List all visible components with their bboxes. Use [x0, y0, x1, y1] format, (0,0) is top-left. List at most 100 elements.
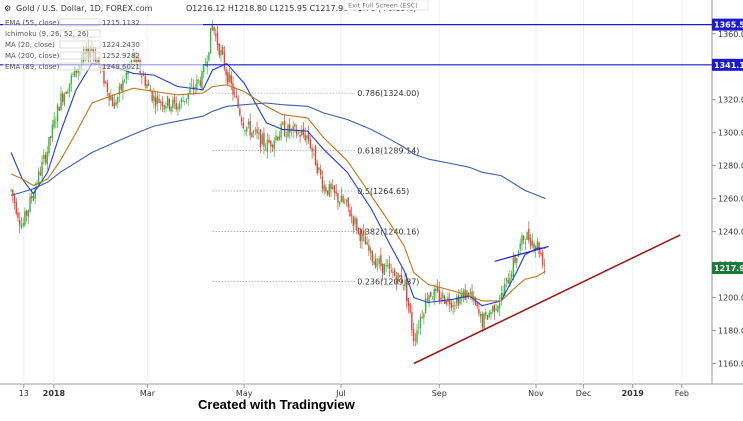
candle-up [519, 243, 521, 250]
candle-down [227, 71, 229, 84]
candle-up [91, 47, 93, 52]
candle-up [273, 140, 275, 150]
candle-up [203, 65, 205, 73]
candle-up [117, 97, 119, 104]
candle-down [49, 136, 52, 139]
indicator-legend: EMA (55, close) 1215.1132 Ichimoku (9, 26,… [3, 18, 203, 71]
legend-controls-icon[interactable] [59, 62, 101, 71]
candle-up [254, 129, 257, 131]
candle-up [416, 330, 418, 343]
candle-down [175, 102, 177, 110]
legend-row-bg [3, 51, 203, 60]
candle-up [156, 95, 159, 104]
credit-text: Created with Tradingview [198, 397, 356, 412]
candle-down [256, 129, 258, 134]
candle-up [521, 235, 523, 245]
candle-down [412, 329, 415, 341]
ma200-line [10, 102, 546, 200]
candle-down [430, 292, 432, 297]
candle-down [407, 297, 410, 307]
legend-controls-icon[interactable] [59, 40, 101, 49]
candle-down [120, 83, 122, 90]
legend-controls-icon[interactable] [59, 51, 101, 60]
candle-up [369, 248, 372, 253]
candle-down [335, 191, 337, 194]
x-tick-label: Nov [528, 389, 544, 398]
candle-down [111, 97, 114, 107]
candle-down [58, 107, 60, 111]
candle-up [220, 50, 222, 56]
candle-down [375, 258, 377, 268]
candle-up [492, 306, 494, 312]
candle-down [263, 132, 265, 147]
y-tick-label: 1320.00 [718, 96, 743, 105]
candle-down [311, 148, 313, 152]
candle-up [455, 297, 458, 303]
candle-up [113, 102, 116, 109]
candle-down [357, 228, 360, 230]
candle-down [371, 251, 374, 262]
x-axis-ticks: 13 2018 Mar May Jul Sep Nov Dec 2019 Feb [19, 384, 689, 398]
legend-label: Ichimoku (9, 26, 52, 26) [5, 30, 89, 38]
candle-up [318, 167, 320, 171]
candle-up [285, 136, 288, 137]
candle-up [495, 309, 497, 310]
candle-down [141, 75, 143, 77]
candle-up [258, 132, 260, 134]
candle-down [149, 88, 152, 92]
legend-controls-icon[interactable] [59, 29, 101, 38]
candle-up [27, 209, 30, 217]
candle-down [65, 92, 67, 95]
candle-up [536, 241, 539, 248]
settings-icon[interactable]: ⚙ [4, 4, 11, 13]
candle-down [13, 195, 16, 203]
candle-up [163, 105, 165, 110]
candle-up [170, 106, 172, 112]
candle-up [473, 296, 475, 298]
candle-down [514, 256, 516, 263]
candle-down [454, 305, 456, 307]
candle-down [543, 265, 546, 266]
candle-down [294, 124, 296, 127]
candle-down [161, 101, 164, 107]
candle-down [529, 237, 532, 247]
candle-up [387, 265, 389, 267]
candle-up [146, 84, 148, 88]
candle-up [187, 93, 189, 99]
legend-controls-icon[interactable] [59, 18, 101, 27]
chart-header: ⚙ Gold / U.S. Dollar, 1D, FOREX.com O121… [4, 0, 429, 13]
candle-down [388, 263, 391, 269]
candle-up [48, 137, 50, 154]
candle-up [332, 186, 334, 190]
candle-up [366, 241, 368, 245]
candle-down [392, 272, 394, 274]
candle-up [194, 87, 196, 88]
candle-down [471, 291, 473, 298]
candle-down [481, 313, 484, 328]
short-trendline [494, 245, 549, 262]
candle-up [301, 130, 303, 136]
candle-up [469, 292, 472, 294]
price-tag-label: 1341.18 [714, 61, 743, 70]
candle-down [173, 97, 176, 103]
candle-up [488, 312, 490, 317]
candle-down [299, 134, 301, 138]
candle-down [252, 131, 255, 133]
candle-down [457, 295, 460, 306]
candle-up [63, 94, 66, 105]
candle-down [277, 137, 279, 140]
candle-up [125, 72, 128, 79]
candle-down [438, 289, 441, 301]
x-tick-label: Jul [335, 389, 346, 398]
candle-up [275, 135, 277, 141]
candle-up [404, 280, 406, 287]
price-tag-label: 1365.56 [714, 21, 743, 30]
candle-up [34, 187, 36, 199]
candle-up [20, 224, 23, 228]
candle-up [153, 95, 155, 102]
legend-label: EMA (55, close) [5, 19, 60, 27]
fib-level-label: 0.236(1209.87) [357, 277, 419, 286]
candle-up [182, 100, 184, 102]
candle-up [306, 135, 308, 139]
